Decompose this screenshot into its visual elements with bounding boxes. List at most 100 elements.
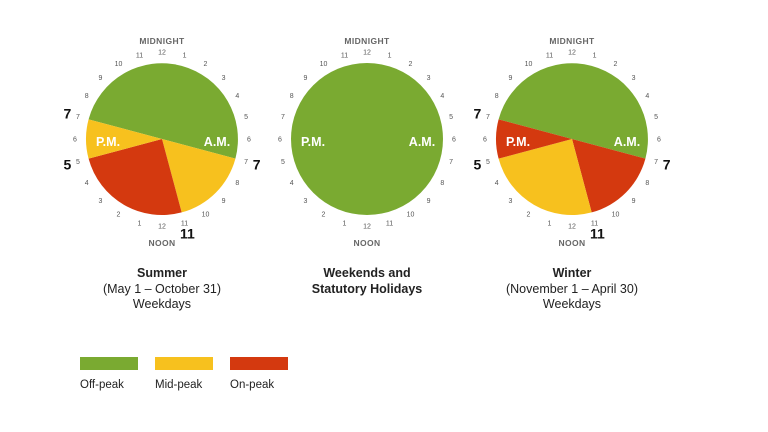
weekends-and-hour-tick: 12 [363,223,371,230]
summer-hour-tick: 1 [138,220,142,227]
weekends-and-hour-tick: 5 [281,159,285,166]
winter-caption: Winter (November 1 – April 30) Weekdays [462,266,682,313]
winter-pm-label: P.M. [506,135,530,149]
weekends-and-hour-tick: 12 [363,49,371,56]
winter-hour-tick: 2 [527,212,531,219]
summer-boundary-label: 7 [63,106,71,122]
summer-am-label: A.M. [204,135,230,149]
weekends-and-midnight-label: MIDNIGHT [344,36,390,46]
winter-slice-on-peak-3 [496,119,572,159]
summer-hour-tick: 3 [99,198,103,205]
winter-days: Weekdays [542,297,602,311]
weekends-and-am-label: A.M. [409,135,435,149]
winter-hour-tick: 12 [568,223,576,230]
weekends-and-hour-tick: 1 [343,220,347,227]
weekends-and-hour-tick: 8 [440,180,444,187]
summer-hour-tick: 6 [247,136,251,143]
winter-hour-tick: 5 [486,159,490,166]
summer-noon-label: NOON [148,238,175,248]
summer-hour-tick: 9 [222,198,226,205]
summer-hour-tick: 12 [158,49,166,56]
weekends-and-hour-tick: 7 [449,159,453,166]
winter-slice-on-peak-1 [572,139,646,213]
weekends-and-hour-tick: 2 [322,212,326,219]
summer-hour-tick: 10 [202,212,210,219]
winter-hour-tick: 2 [614,61,618,68]
winter-hour-tick: 1 [548,220,552,227]
summer-boundary-label: 7 [253,156,261,172]
winter-date-range: (November 1 – April 30) [505,281,638,296]
winter-boundary-label: 11 [590,226,605,242]
winter-boundary-label: 7 [663,156,671,172]
weekends-and-hour-tick: 6 [452,136,456,143]
winter-hour-tick: 4 [645,93,649,100]
weekends-and-hour-tick: 2 [409,61,413,68]
legend-label-off-peak: Off-peak [80,379,124,391]
weekends-title: Weekends and [323,266,411,280]
legend-label-on-peak: On-peak [230,379,275,391]
summer-midnight-label: MIDNIGHT [139,36,185,46]
summer-slice-on-peak-2 [88,139,182,215]
summer-hour-tick: 2 [204,61,208,68]
winter-am-label: A.M. [614,135,640,149]
legend-swatch-off-peak [80,357,138,370]
weekends-and-hour-tick: 3 [304,198,308,205]
winter-hour-tick: 8 [645,180,649,187]
summer-hour-tick: 7 [244,159,248,166]
summer-pm-label: P.M. [96,135,120,149]
winter-hour-tick: 9 [632,198,636,205]
winter-hour-tick: 11 [591,220,598,227]
winter-hour-tick: 10 [612,212,620,219]
summer-hour-tick: 9 [99,75,103,82]
weekends-and-hour-tick: 3 [427,75,431,82]
legend-on-peak: On-peak [230,357,300,391]
weekends-and-pm-label: P.M. [301,135,325,149]
weekends-and-slice-off-peak-0 [291,63,443,215]
summer-title: Summer [136,266,188,280]
summer-hour-tick: 11 [136,52,143,59]
winter-slice-mid-peak-2 [498,139,592,215]
summer-hour-tick: 11 [181,220,188,227]
legend-label-mid-peak: Mid-peak [155,379,203,391]
summer-days: Weekdays [132,297,192,311]
winter-hour-tick: 11 [546,52,553,59]
winter-hour-tick: 7 [486,114,490,121]
summer-caption: Summer (May 1 – October 31) Weekdays [52,266,272,313]
weekends-and-hour-tick: 6 [278,136,282,143]
summer-hour-tick: 5 [76,159,80,166]
weekends-and-hour-tick: 1 [388,52,392,59]
weekends-and-hour-tick: 9 [304,75,308,82]
winter-hour-tick: 12 [568,49,576,56]
weekends-and-hour-tick: 7 [281,114,285,121]
weekends-and-hour-tick: 10 [320,61,328,68]
weekends-and-hour-tick: 5 [449,114,453,121]
summer-hour-tick: 8 [85,93,89,100]
winter-hour-tick: 7 [654,159,658,166]
weekends-and-hour-tick: 11 [386,220,393,227]
legend-mid-peak: Mid-peak [155,357,225,391]
summer-date-range: (May 1 – October 31) [102,281,222,296]
legend-swatch-on-peak [230,357,288,370]
summer-hour-tick: 10 [115,61,123,68]
summer-hour-tick: 3 [222,75,226,82]
winter-hour-tick: 6 [483,136,487,143]
summer-hour-tick: 4 [85,180,89,187]
clock-charts: 12 1234567891011121234567891011MIDNIGHTNO… [63,36,671,248]
summer-slice-off-peak-0 [88,63,238,159]
weekends-and-hour-tick: 4 [440,93,444,100]
summer-slice-mid-peak-3 [86,119,162,159]
winter-midnight-label: MIDNIGHT [549,36,595,46]
summer-slice-mid-peak-1 [162,139,236,213]
winter-hour-tick: 1 [593,52,597,59]
weekends-and-hour-tick: 4 [290,180,294,187]
weekends-subtitle: Statutory Holidays [311,281,423,296]
winter-boundary-label: 5 [473,156,481,172]
winter-hour-tick: 10 [525,61,533,68]
winter-boundary-label: 7 [473,106,481,122]
summer-hour-tick: 8 [235,180,239,187]
summer-boundary-label: 11 [180,226,195,242]
winter-hour-tick: 9 [509,75,513,82]
winter-slice-off-peak-0 [498,63,648,159]
summer-hour-tick: 6 [73,136,77,143]
summer-hour-tick: 4 [235,93,239,100]
